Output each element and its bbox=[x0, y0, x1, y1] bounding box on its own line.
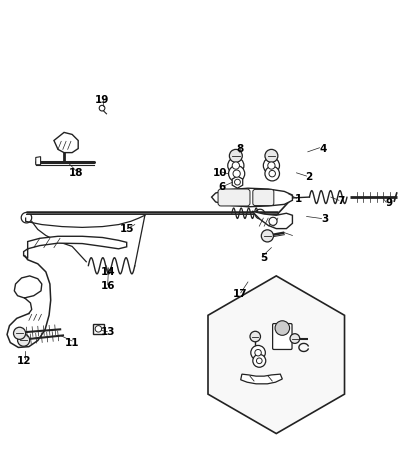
Circle shape bbox=[263, 158, 280, 174]
Circle shape bbox=[234, 179, 241, 185]
Circle shape bbox=[255, 350, 261, 356]
Polygon shape bbox=[212, 188, 292, 207]
Circle shape bbox=[265, 166, 280, 181]
Circle shape bbox=[233, 170, 240, 177]
Text: 11: 11 bbox=[65, 338, 79, 348]
Circle shape bbox=[228, 158, 244, 174]
Text: 19: 19 bbox=[95, 95, 109, 105]
Polygon shape bbox=[241, 374, 282, 384]
Circle shape bbox=[232, 162, 239, 169]
Text: 7: 7 bbox=[337, 196, 345, 206]
FancyBboxPatch shape bbox=[253, 190, 274, 206]
Circle shape bbox=[290, 334, 300, 343]
Text: 9: 9 bbox=[386, 198, 393, 208]
FancyBboxPatch shape bbox=[93, 324, 104, 334]
Text: 4: 4 bbox=[319, 143, 326, 153]
Text: 1: 1 bbox=[295, 194, 302, 204]
Polygon shape bbox=[24, 236, 127, 258]
Circle shape bbox=[250, 331, 260, 342]
Polygon shape bbox=[36, 157, 41, 165]
Polygon shape bbox=[54, 133, 78, 152]
Text: 17: 17 bbox=[232, 289, 247, 299]
Circle shape bbox=[269, 171, 276, 177]
Text: 2: 2 bbox=[305, 172, 312, 182]
Text: 12: 12 bbox=[16, 356, 31, 366]
FancyBboxPatch shape bbox=[273, 323, 292, 350]
Circle shape bbox=[95, 326, 102, 332]
Circle shape bbox=[13, 327, 26, 339]
Circle shape bbox=[99, 105, 105, 111]
Text: 5: 5 bbox=[260, 253, 268, 263]
Text: 6: 6 bbox=[218, 182, 225, 192]
FancyBboxPatch shape bbox=[218, 189, 250, 206]
Circle shape bbox=[268, 162, 275, 169]
Circle shape bbox=[229, 166, 245, 182]
Circle shape bbox=[251, 345, 265, 360]
Text: 10: 10 bbox=[212, 168, 227, 178]
Polygon shape bbox=[208, 276, 344, 434]
Circle shape bbox=[269, 217, 277, 225]
Circle shape bbox=[230, 149, 242, 162]
Text: 15: 15 bbox=[119, 224, 134, 235]
Text: 13: 13 bbox=[101, 327, 116, 338]
Text: 8: 8 bbox=[236, 143, 243, 153]
Circle shape bbox=[261, 230, 274, 242]
Text: 14: 14 bbox=[101, 267, 116, 277]
Text: 3: 3 bbox=[321, 214, 328, 224]
Circle shape bbox=[18, 334, 30, 346]
Polygon shape bbox=[232, 176, 243, 188]
Polygon shape bbox=[252, 211, 292, 228]
Circle shape bbox=[256, 358, 262, 364]
Circle shape bbox=[275, 321, 290, 335]
Text: 16: 16 bbox=[101, 281, 116, 291]
Text: 18: 18 bbox=[69, 168, 83, 178]
Circle shape bbox=[265, 149, 278, 162]
Circle shape bbox=[253, 354, 266, 367]
